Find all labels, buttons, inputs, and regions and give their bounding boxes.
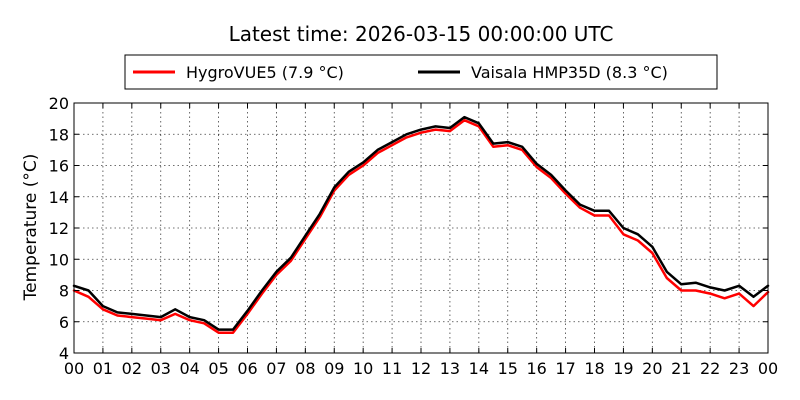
x-tick-label: 07 [266,359,286,378]
x-tick-label: 16 [526,359,546,378]
y-tick-label: 18 [49,125,69,144]
x-tick-labels: 00 01 02 03 04 05 06 07 08 09 10 11 12 13 14 15 16 17 18 19… [64,359,778,378]
x-tick-label: 02 [122,359,142,378]
x-tick-label: 21 [671,359,691,378]
y-tick-label: 12 [49,219,69,238]
x-tick-label: 12 [411,359,431,378]
x-tick-label: 10 [353,359,373,378]
x-tick-label: 22 [700,359,720,378]
x-tick-label: 15 [498,359,518,378]
y-tick-label: 20 [49,94,69,113]
x-tick-label: 23 [729,359,749,378]
y-tick-label: 14 [49,188,69,207]
y-tick-label: 6 [59,313,69,332]
x-tick-label: 14 [469,359,489,378]
x-tick-label: 09 [324,359,344,378]
y-tick-label: 16 [49,157,69,176]
series-layer [72,115,770,334]
series-line-vaisala [72,115,770,331]
x-tick-label: 00 [758,359,778,378]
y-tick-labels: 4 6 8 10 12 14 16 18 20 [49,94,69,363]
x-tick-label: 18 [584,359,604,378]
y-axis-label: Temperature (°C) [21,154,41,302]
legend: HygroVUE5 (7.9 °C) Vaisala HMP35D (8.3 °… [124,54,718,90]
series-line-hygrovue5 [72,118,770,334]
y-tick-label: 4 [59,344,69,363]
x-tick-label: 11 [382,359,402,378]
x-tick-label: 20 [642,359,662,378]
x-tick-label: 04 [179,359,199,378]
x-tick-label: 05 [208,359,228,378]
chart-title: Latest time: 2026-03-15 00:00:00 UTC [229,22,614,46]
y-tick-label: 8 [59,282,69,301]
x-tick-label: 13 [440,359,460,378]
x-tick-label: 03 [151,359,171,378]
legend-label-hygrovue5: HygroVUE5 (7.9 °C) [186,63,344,82]
x-tick-label: 00 [64,359,84,378]
x-tick-label: 01 [93,359,113,378]
axis-ticks [73,102,769,354]
legend-label-vaisala: Vaisala HMP35D (8.3 °C) [471,63,668,82]
y-tick-label: 10 [49,250,69,269]
x-tick-label: 17 [555,359,575,378]
x-tick-label: 19 [613,359,633,378]
x-tick-label: 06 [237,359,257,378]
x-tick-label: 08 [295,359,315,378]
